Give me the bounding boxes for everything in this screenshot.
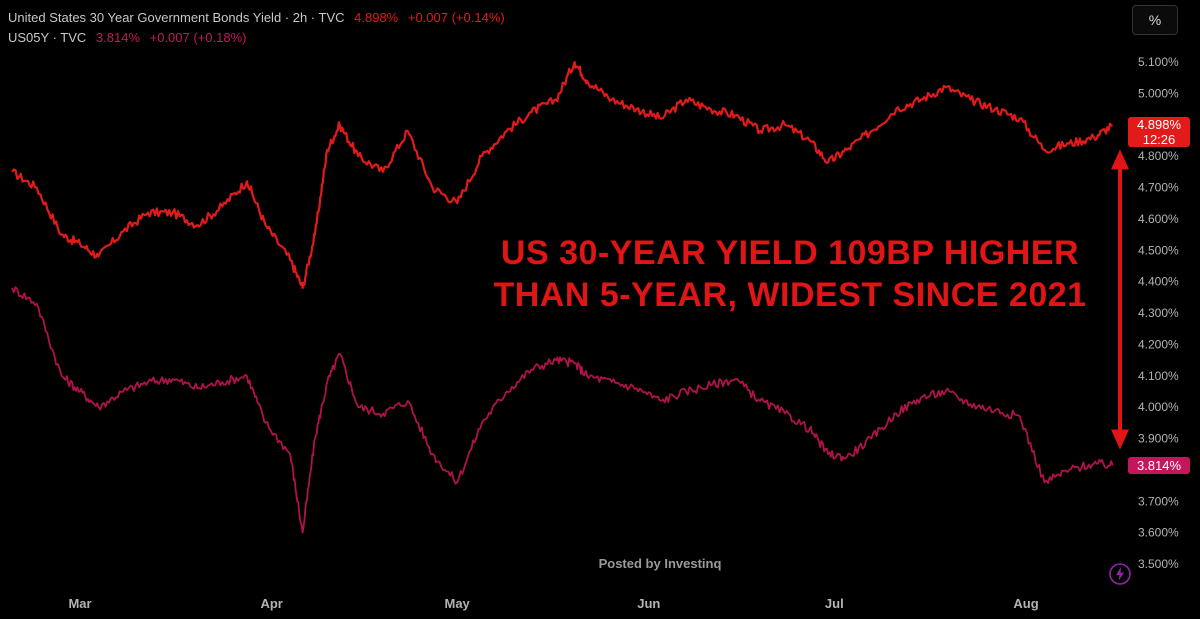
legend-us30-change: +0.007 (+0.14%) [407, 10, 505, 25]
y-tick-label: 4.100% [1138, 369, 1179, 383]
x-tick-label: May [445, 596, 471, 611]
spread-arrow [1111, 149, 1129, 450]
legend-us30-name: United States 30 Year Government Bonds Y… [8, 10, 345, 25]
y-tick-label: 3.900% [1138, 432, 1179, 446]
legend-us05-last: 3.814% [95, 30, 140, 45]
spread-arrow-head-down [1111, 429, 1129, 450]
percent-scale-button[interactable]: % [1132, 5, 1178, 35]
headline-line-1: US 30-YEAR YIELD 109BP HIGHER [500, 234, 1080, 272]
us30-tag-value: 4.898% [1136, 117, 1182, 132]
legend-us30[interactable]: United States 30 Year Government Bonds Y… [8, 10, 511, 25]
y-tick-label: 5.000% [1138, 86, 1179, 100]
headline-annotation: US 30-YEAR YIELD 109BP HIGHER THAN 5-YEA… [470, 232, 1110, 316]
y-tick-label: 3.700% [1138, 494, 1179, 508]
time-axis: Mar Apr May Jun Jul Aug [68, 596, 1038, 611]
series-lines [11, 60, 1114, 534]
y-tick-label: 4.600% [1138, 212, 1179, 226]
us05-line [11, 286, 1114, 534]
y-tick-label: 4.400% [1138, 275, 1179, 289]
x-tick-label: Mar [68, 596, 91, 611]
x-tick-label: Jun [637, 596, 660, 611]
y-tick-label: 3.500% [1138, 557, 1179, 571]
us30-tag-countdown: 12:26 [1142, 132, 1176, 147]
y-tick-label: 4.200% [1138, 337, 1179, 351]
x-tick-label: Apr [260, 596, 282, 611]
y-tick-label: 4.500% [1138, 243, 1179, 257]
y-tick-label: 4.700% [1138, 181, 1179, 195]
watermark: Posted by Investinq [598, 556, 722, 571]
us30-line [11, 60, 1113, 289]
x-tick-label: Aug [1013, 596, 1038, 611]
y-tick-label: 4.800% [1138, 149, 1179, 163]
legend-us05[interactable]: US05Y · TVC 3.814% +0.007 (+0.18%) [8, 30, 252, 45]
lightning-icon[interactable] [1108, 562, 1132, 586]
us30-price-tag: 4.898% 12:26 [1128, 117, 1190, 147]
legend-us05-name: US05Y · TVC [8, 30, 87, 45]
x-tick-label: Jul [825, 596, 844, 611]
legend-us05-change: +0.007 (+0.18%) [149, 30, 247, 45]
spread-arrow-head-up [1111, 149, 1129, 170]
y-tick-label: 5.100% [1138, 55, 1179, 69]
legend-us30-last: 4.898% [354, 10, 399, 25]
us05-price-tag: 3.814% [1128, 457, 1190, 474]
y-tick-label: 3.600% [1138, 526, 1179, 540]
y-tick-label: 4.300% [1138, 306, 1179, 320]
y-tick-label: 4.000% [1138, 400, 1179, 414]
us05-tag-value: 3.814% [1136, 458, 1182, 473]
headline-line-2: THAN 5-YEAR, WIDEST SINCE 2021 [493, 276, 1087, 314]
